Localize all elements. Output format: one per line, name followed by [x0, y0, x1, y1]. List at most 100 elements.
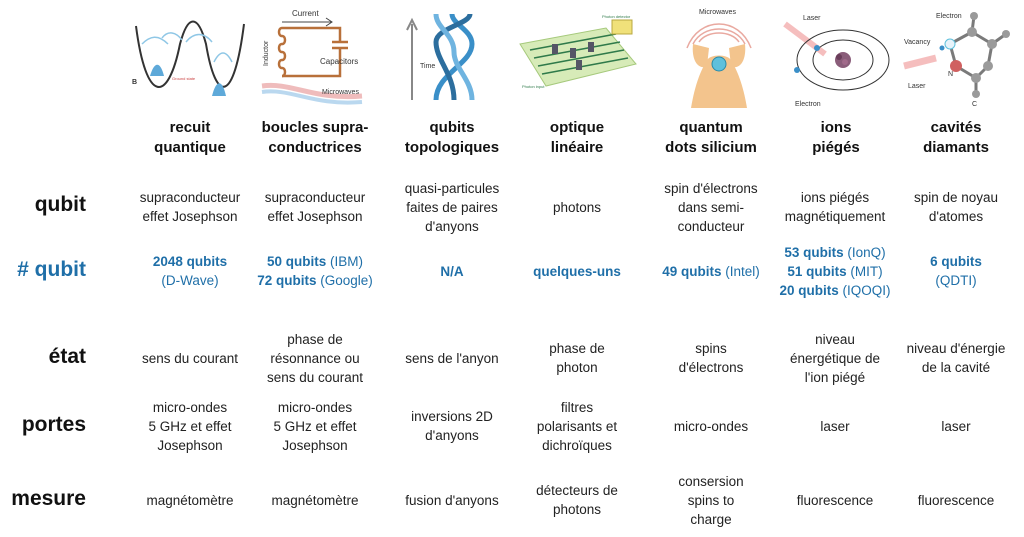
cell-line: 51 qubits (MIT) — [779, 262, 890, 281]
qubit-count: 2048 qubits — [152, 254, 228, 269]
cell-line: phase de — [549, 341, 605, 356]
col-head-line2: quantique — [154, 139, 226, 156]
cell-line: énergétique de — [789, 350, 881, 366]
svg-text:Photon input: Photon input — [522, 84, 545, 89]
col-head-ions: ions piégés — [771, 118, 901, 158]
cell-nqubit-4: quelques-uns — [513, 241, 641, 301]
row-label-etat: état — [48, 345, 86, 368]
cell-portes-4: filtres polarisants et dichroïques — [513, 396, 641, 456]
cell-line: supraconducteur — [264, 190, 366, 205]
qubit-count: 72 qubits — [257, 273, 317, 288]
cell-etat-3: sens de l'anyon — [388, 328, 516, 388]
cell-mesure-2: magnétomètre — [251, 470, 379, 530]
col-head-line1: cavités — [930, 119, 982, 136]
inductor-label: Inductor — [263, 40, 270, 66]
cell-line: quasi-particules — [404, 180, 500, 196]
microwaves-label: Microwaves — [322, 89, 359, 96]
cell-nqubit-3: N/A — [388, 241, 516, 301]
col-head-line2: conductrices — [268, 139, 362, 156]
cell-line: laser — [820, 418, 850, 434]
cell-line: 72 qubits (Google) — [257, 271, 373, 290]
cell-line: l'ion piégé — [804, 369, 866, 385]
c-label: C — [972, 101, 977, 108]
cell-line: 50 qubits (IBM) — [257, 252, 373, 271]
cell-etat-4: phase de photon — [513, 328, 641, 388]
capacitors-label: Capacitors — [320, 57, 358, 66]
cell-qubit-3: quasi-particules faites de paires d'anyons — [388, 177, 516, 237]
cell-etat-2: phase de résonnance ou sens du courant — [251, 328, 379, 388]
cell-nqubit-6: 53 qubits (IonQ) 51 qubits (MIT) 20 qubits… — [771, 241, 899, 301]
col-head-quantum-dots: quantum dots silicium — [646, 118, 776, 158]
cell-qubit-1: supraconducteur effet Josephson — [126, 177, 254, 237]
cell-line: fluorescence — [796, 492, 874, 508]
cell-line: fluorescence — [917, 492, 995, 508]
cell-portes-7: laser — [892, 396, 1020, 456]
cell-line: spin de noyau — [913, 190, 999, 205]
cell-qubit-7: spin de noyau d'atomes — [892, 177, 1020, 237]
svg-text:Ground state: Ground state — [172, 76, 196, 81]
cell-line: consersion — [678, 473, 744, 489]
col-head-line2: topologiques — [404, 139, 500, 156]
electron-label-2: Electron — [936, 13, 962, 20]
cell-line: effet Josephson — [142, 209, 238, 224]
cell-line: dichroïques — [542, 437, 612, 453]
cell-line: micro-ondes — [277, 399, 353, 415]
cell-line: 5 GHz et effet — [273, 418, 357, 434]
cell-line: 5 GHz et effet — [148, 418, 232, 434]
cell-qubit-4: photons — [513, 177, 641, 237]
col-head-line2: linéaire — [550, 139, 604, 156]
cell-etat-6: niveau énergétique de l'ion piégé — [771, 328, 899, 388]
svg-text:Photon detector: Photon detector — [602, 14, 631, 19]
qubit-count: 49 qubits — [662, 263, 722, 279]
qubit-count: 20 qubits — [779, 282, 839, 298]
cell-line: d'électrons — [678, 360, 744, 375]
cell-line: fusion d'anyons — [405, 492, 499, 508]
cell-line: sens de l'anyon — [405, 350, 499, 366]
microwaves-label-2: Microwaves — [699, 9, 736, 16]
qubit-count: N/A — [440, 263, 464, 279]
qubit-organization: (IBM) — [326, 254, 363, 269]
row-label-portes: portes — [21, 413, 86, 436]
cell-nqubit-5: 49 qubits (Intel) — [647, 241, 775, 301]
col-head-line1: ions — [820, 119, 852, 136]
cell-qubit-6: ions piégés magnétiquement — [771, 177, 899, 237]
quantum-dot-diagram: Microwaves — [657, 4, 781, 108]
cell-line: d'anyons — [425, 218, 479, 234]
cell-line: magnétomètre — [271, 492, 359, 508]
cell-line: 20 qubits (IQOQI) — [779, 281, 890, 300]
col-head-line1: optique — [549, 119, 605, 136]
cell-nqubit-1: 2048 qubits (D-Wave) — [126, 241, 254, 301]
vacancy-label: Vacancy — [904, 39, 931, 46]
cell-etat-7: niveau d'énergie de la cavité — [892, 328, 1020, 388]
qubit-organization: (IonQ) — [843, 244, 886, 260]
cell-line: conducteur — [677, 218, 745, 234]
qubit-count: 53 qubits — [784, 244, 844, 260]
cell-portes-2: micro-ondes 5 GHz et effet Josephson — [251, 396, 379, 456]
cell-line: de la cavité — [921, 360, 991, 375]
time-label: Time — [420, 63, 435, 70]
annealing-diagram: B Ground state — [128, 4, 252, 108]
col-head-recuit: recuit quantique — [125, 118, 255, 158]
cell-mesure-4: détecteurs de photons — [513, 470, 641, 530]
svg-text:B: B — [132, 79, 137, 86]
col-head-line2: piégés — [812, 139, 860, 156]
laser-label-2: Laser — [908, 83, 926, 90]
cell-line: faites de paires — [406, 199, 498, 215]
col-head-line1: recuit — [169, 119, 211, 136]
cell-portes-5: micro-ondes — [647, 396, 775, 456]
col-head-line1: quantum — [679, 119, 743, 136]
row-label-qubit: qubit — [34, 193, 86, 216]
cell-line: photons — [552, 502, 602, 517]
cell-qubit-2: supraconducteur effet Josephson — [251, 177, 379, 237]
trapped-ion-diagram: Laser Electron — [781, 4, 905, 108]
cell-line: photon — [556, 360, 598, 375]
cell-portes-6: laser — [771, 396, 899, 456]
col-head-diamants: cavités diamants — [891, 118, 1021, 158]
cell-line: supraconducteur — [139, 190, 241, 205]
cell-etat-1: sens du courant — [126, 328, 254, 388]
qubit-count: 51 qubits — [787, 263, 847, 279]
cell-mesure-1: magnétomètre — [126, 470, 254, 530]
qubit-count: 6 qubits — [930, 254, 982, 269]
cell-line: spin d'électrons — [664, 180, 758, 196]
cell-line: effet Josephson — [267, 209, 363, 224]
